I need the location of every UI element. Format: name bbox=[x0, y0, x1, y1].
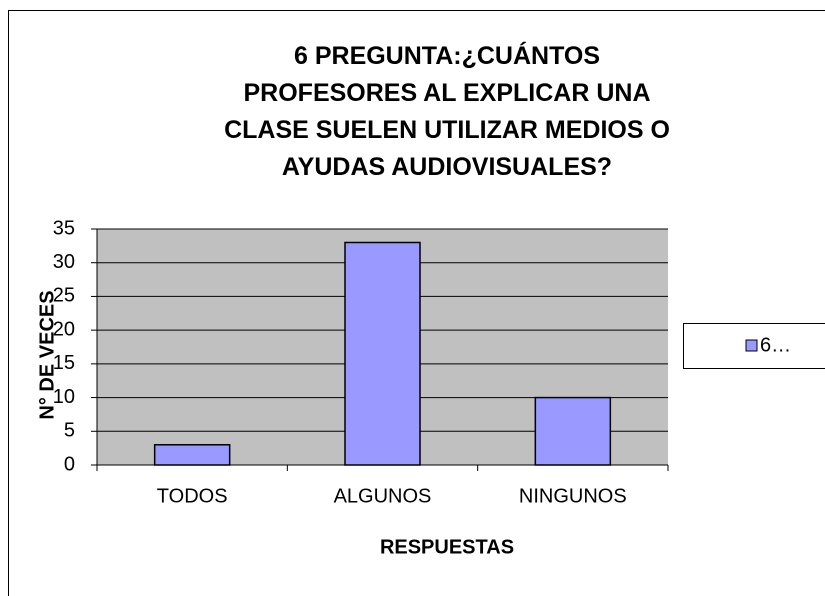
y-tick-label: 30 bbox=[53, 251, 75, 273]
y-tick-label: 0 bbox=[64, 453, 75, 475]
legend-swatch bbox=[745, 339, 758, 352]
y-tick-label: 15 bbox=[53, 352, 75, 374]
y-tick-label: 25 bbox=[53, 285, 75, 307]
y-tick-label: 10 bbox=[53, 386, 75, 408]
y-tick-label: 20 bbox=[53, 318, 75, 340]
y-tick-label: 35 bbox=[53, 217, 75, 239]
x-tick-label: ALGUNOS bbox=[334, 485, 432, 507]
legend-label: 6… bbox=[760, 334, 791, 356]
y-axis-label: N° DE VECES bbox=[36, 290, 58, 419]
x-tick-label: NINGUNOS bbox=[519, 485, 627, 507]
bar bbox=[344, 241, 421, 466]
y-tick-label: 5 bbox=[64, 420, 75, 442]
bar bbox=[534, 396, 612, 466]
chart-title: 6 PREGUNTA:¿CUÁNTOS PROFESORES AL EXPLIC… bbox=[224, 42, 670, 181]
x-tick-label: TODOS bbox=[157, 485, 228, 507]
x-axis-label: RESPUESTAS bbox=[380, 536, 514, 558]
bar bbox=[153, 444, 231, 466]
